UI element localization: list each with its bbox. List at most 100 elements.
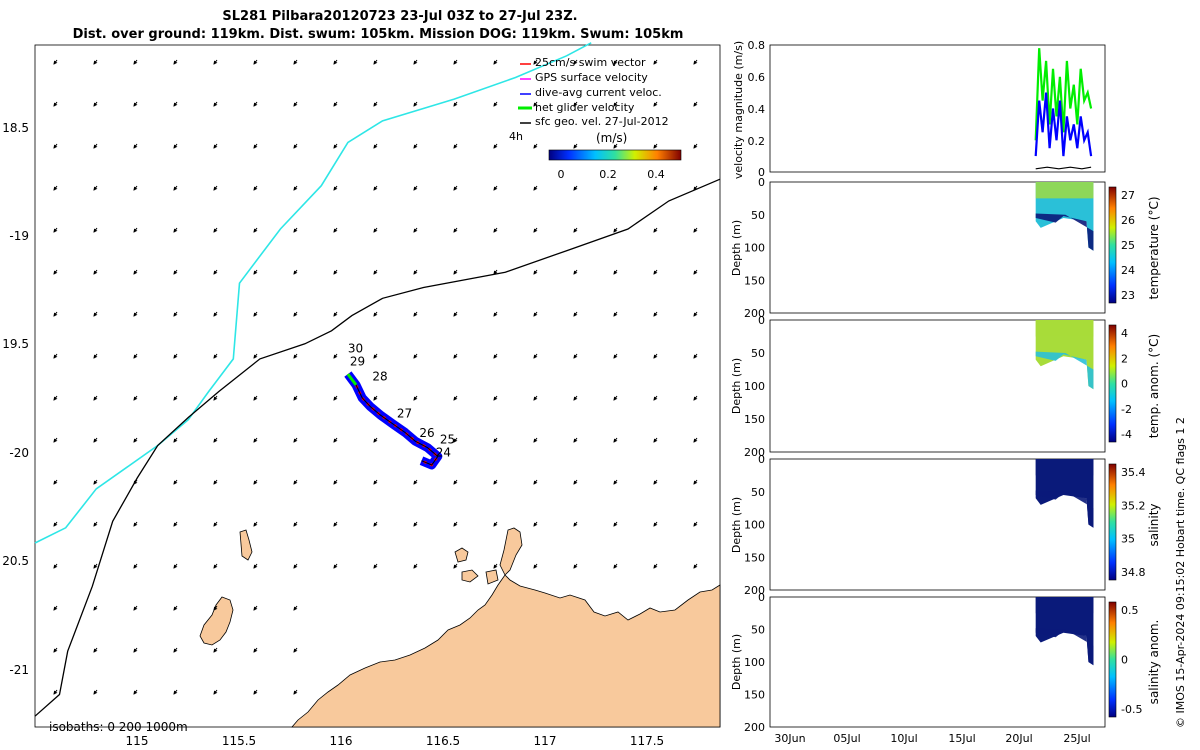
land-mainland xyxy=(291,574,721,728)
geo-vector-arrow xyxy=(693,353,698,359)
geo-vector-arrow xyxy=(133,395,138,401)
geo-vector-arrow xyxy=(293,479,298,485)
map-xtick: 115.5 xyxy=(222,734,256,748)
geo-vector-arrow xyxy=(653,395,658,401)
geo-vector-arrow xyxy=(653,563,658,569)
map-xtick: 116.5 xyxy=(426,734,460,748)
geo-vector-arrow xyxy=(293,353,298,359)
geo-vector-arrow xyxy=(533,143,538,149)
geo-vector-arrow xyxy=(253,101,258,107)
depth-ylabel: Depth (m) xyxy=(730,220,743,276)
geo-vector-arrow xyxy=(453,479,458,485)
geo-vector-arrow xyxy=(213,311,218,317)
geo-vector-arrow xyxy=(213,647,218,653)
section-data xyxy=(1035,459,1094,528)
time-xtick: 30Jun xyxy=(774,732,805,745)
depth-ytick: 0 xyxy=(758,176,765,189)
geo-vector-arrow xyxy=(653,227,658,233)
geo-vector-arrow xyxy=(373,311,378,317)
geo-vector-arrow xyxy=(413,563,418,569)
geo-vector-arrow xyxy=(53,59,58,65)
land-island-small xyxy=(454,547,469,563)
geo-vector-arrow xyxy=(373,395,378,401)
map-legend: 25cm/s swim vector GPS surface velocity … xyxy=(509,56,682,181)
geo-vector-arrow xyxy=(693,521,698,527)
section-deep-layer xyxy=(1035,351,1094,390)
land-island-large xyxy=(199,596,234,646)
day-label: 29 xyxy=(350,354,365,368)
geo-vector-arrow xyxy=(293,395,298,401)
geo-vector-arrow xyxy=(613,353,618,359)
geo-vector-arrow xyxy=(133,563,138,569)
geo-vector-arrow xyxy=(493,311,498,317)
geo-vector-arrow xyxy=(453,437,458,443)
track-centerline xyxy=(347,373,439,466)
colorbar-tick: 23 xyxy=(1121,289,1135,302)
geo-vector-arrow xyxy=(53,101,58,107)
geo-vector-arrow xyxy=(493,101,498,107)
colorbar-tick: 26 xyxy=(1121,214,1135,227)
geo-vector-arrow xyxy=(333,101,338,107)
geo-vector-arrow xyxy=(453,311,458,317)
colorbar-tick: 0.4 xyxy=(647,168,665,181)
geo-vector-arrow xyxy=(333,269,338,275)
geo-vector-arrow xyxy=(653,185,658,191)
geo-vector-arrow xyxy=(173,437,178,443)
section-surface-layer xyxy=(1035,182,1094,199)
title-line2: Dist. over ground: 119km. Dist. swum: 10… xyxy=(73,27,684,42)
geo-vector-arrow xyxy=(613,227,618,233)
velocity-panel: 0.8 0.6 0.4 0.2 0 velocity magnitude (m/… xyxy=(732,39,1106,179)
colorbar-label: salinity xyxy=(1147,503,1161,546)
day-label: 26 xyxy=(419,426,434,440)
geo-vector-arrow xyxy=(573,395,578,401)
geo-vector-arrow xyxy=(293,269,298,275)
geo-vector-arrow xyxy=(413,521,418,527)
velocity-ytick: 0.8 xyxy=(748,39,766,52)
geo-vector-arrow xyxy=(53,647,58,653)
credit-text: © IMOS 15-Apr-2024 09:15:02 Hobart time.… xyxy=(1174,417,1187,728)
geo-vector-arrow xyxy=(693,311,698,317)
geo-vector-arrow xyxy=(253,59,258,65)
geo-vector-arrow xyxy=(653,269,658,275)
geo-vector-arrow xyxy=(253,395,258,401)
geo-vector-arrow xyxy=(333,563,338,569)
geo-vector-arrow xyxy=(573,143,578,149)
colorbar-tick: 0 xyxy=(1121,654,1128,667)
geo-vector-arrow xyxy=(653,101,658,107)
geo-vector-arrow xyxy=(93,437,98,443)
day-label: 24 xyxy=(436,445,451,459)
section-data xyxy=(1035,182,1094,251)
depth-ylabel: Depth (m) xyxy=(730,497,743,553)
geo-vector-arrow xyxy=(93,689,98,695)
colorbar-tick: 24 xyxy=(1121,264,1135,277)
geo-vector-arrow xyxy=(133,521,138,527)
depth-ytick: 150 xyxy=(744,551,765,564)
depth-ylabel: Depth (m) xyxy=(730,634,743,690)
geo-vector-arrow xyxy=(333,521,338,527)
colorbar-tick: 0.2 xyxy=(599,168,617,181)
geo-vector-arrow xyxy=(133,185,138,191)
geo-vector-arrow xyxy=(173,227,178,233)
title-line1: SL281 Pilbara20120723 23-Jul 03Z to 27-J… xyxy=(222,9,577,24)
geo-vector-arrow xyxy=(253,689,258,695)
velocity-ytick: 0.4 xyxy=(748,103,766,116)
geo-vector-arrow xyxy=(413,59,418,65)
geo-vector-arrow xyxy=(53,689,58,695)
geo-vector-arrow xyxy=(253,521,258,527)
section-surface-layer xyxy=(1035,597,1094,614)
geo-vector-arrow xyxy=(173,101,178,107)
geo-vector-arrow xyxy=(493,59,498,65)
geo-vector-arrow xyxy=(573,101,578,107)
depth-ytick: 200 xyxy=(744,307,765,320)
depth-ytick: 200 xyxy=(744,446,765,459)
geo-vector-arrow xyxy=(133,689,138,695)
geo-vector-arrow xyxy=(373,437,378,443)
geo-vector-arrow xyxy=(333,311,338,317)
geo-vector-arrow xyxy=(453,521,458,527)
geo-vector-arrow xyxy=(453,353,458,359)
geo-vector-arrow xyxy=(533,353,538,359)
geo-vector-arrow xyxy=(293,101,298,107)
colorbar-tick: 0 xyxy=(558,168,565,181)
geo-vector-arrow xyxy=(253,647,258,653)
geo-vector-arrow xyxy=(173,59,178,65)
